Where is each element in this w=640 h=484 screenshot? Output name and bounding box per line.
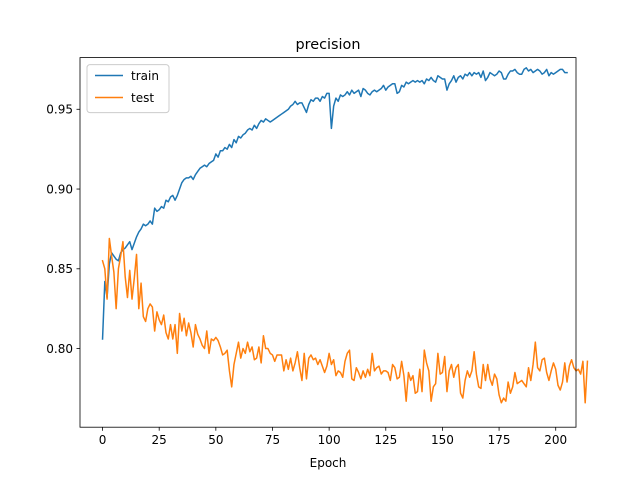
x-tick-label: 0	[99, 433, 107, 447]
x-tick-label: 200	[544, 433, 567, 447]
y-tick-label: 0.90	[46, 182, 73, 196]
x-tick-label: 50	[208, 433, 223, 447]
x-tick-label: 75	[265, 433, 280, 447]
x-axis-label: Epoch	[310, 456, 347, 470]
x-tick-label: 125	[374, 433, 397, 447]
axes-frame	[79, 57, 577, 428]
legend: train test	[86, 64, 170, 114]
y-tick-label: 0.80	[46, 342, 73, 356]
x-tick-label: 100	[318, 433, 341, 447]
x-axis: 0 25 50 75 100 125 150 175 200	[99, 427, 567, 447]
legend-label-train: train	[131, 69, 159, 83]
chart-title: precision	[296, 37, 361, 53]
legend-box	[86, 64, 170, 114]
x-tick-label: 25	[152, 433, 167, 447]
series-line-test	[101, 237, 589, 404]
series-line-train	[101, 67, 568, 340]
plot-area	[79, 57, 589, 428]
series-layer	[101, 67, 589, 404]
y-axis: 0.80 0.85 0.90 0.95	[46, 103, 80, 356]
y-tick-label: 0.85	[46, 262, 73, 276]
y-tick-label: 0.95	[46, 103, 73, 117]
x-tick-label: 150	[431, 433, 454, 447]
x-tick-label: 175	[488, 433, 511, 447]
legend-label-test: test	[131, 91, 154, 105]
